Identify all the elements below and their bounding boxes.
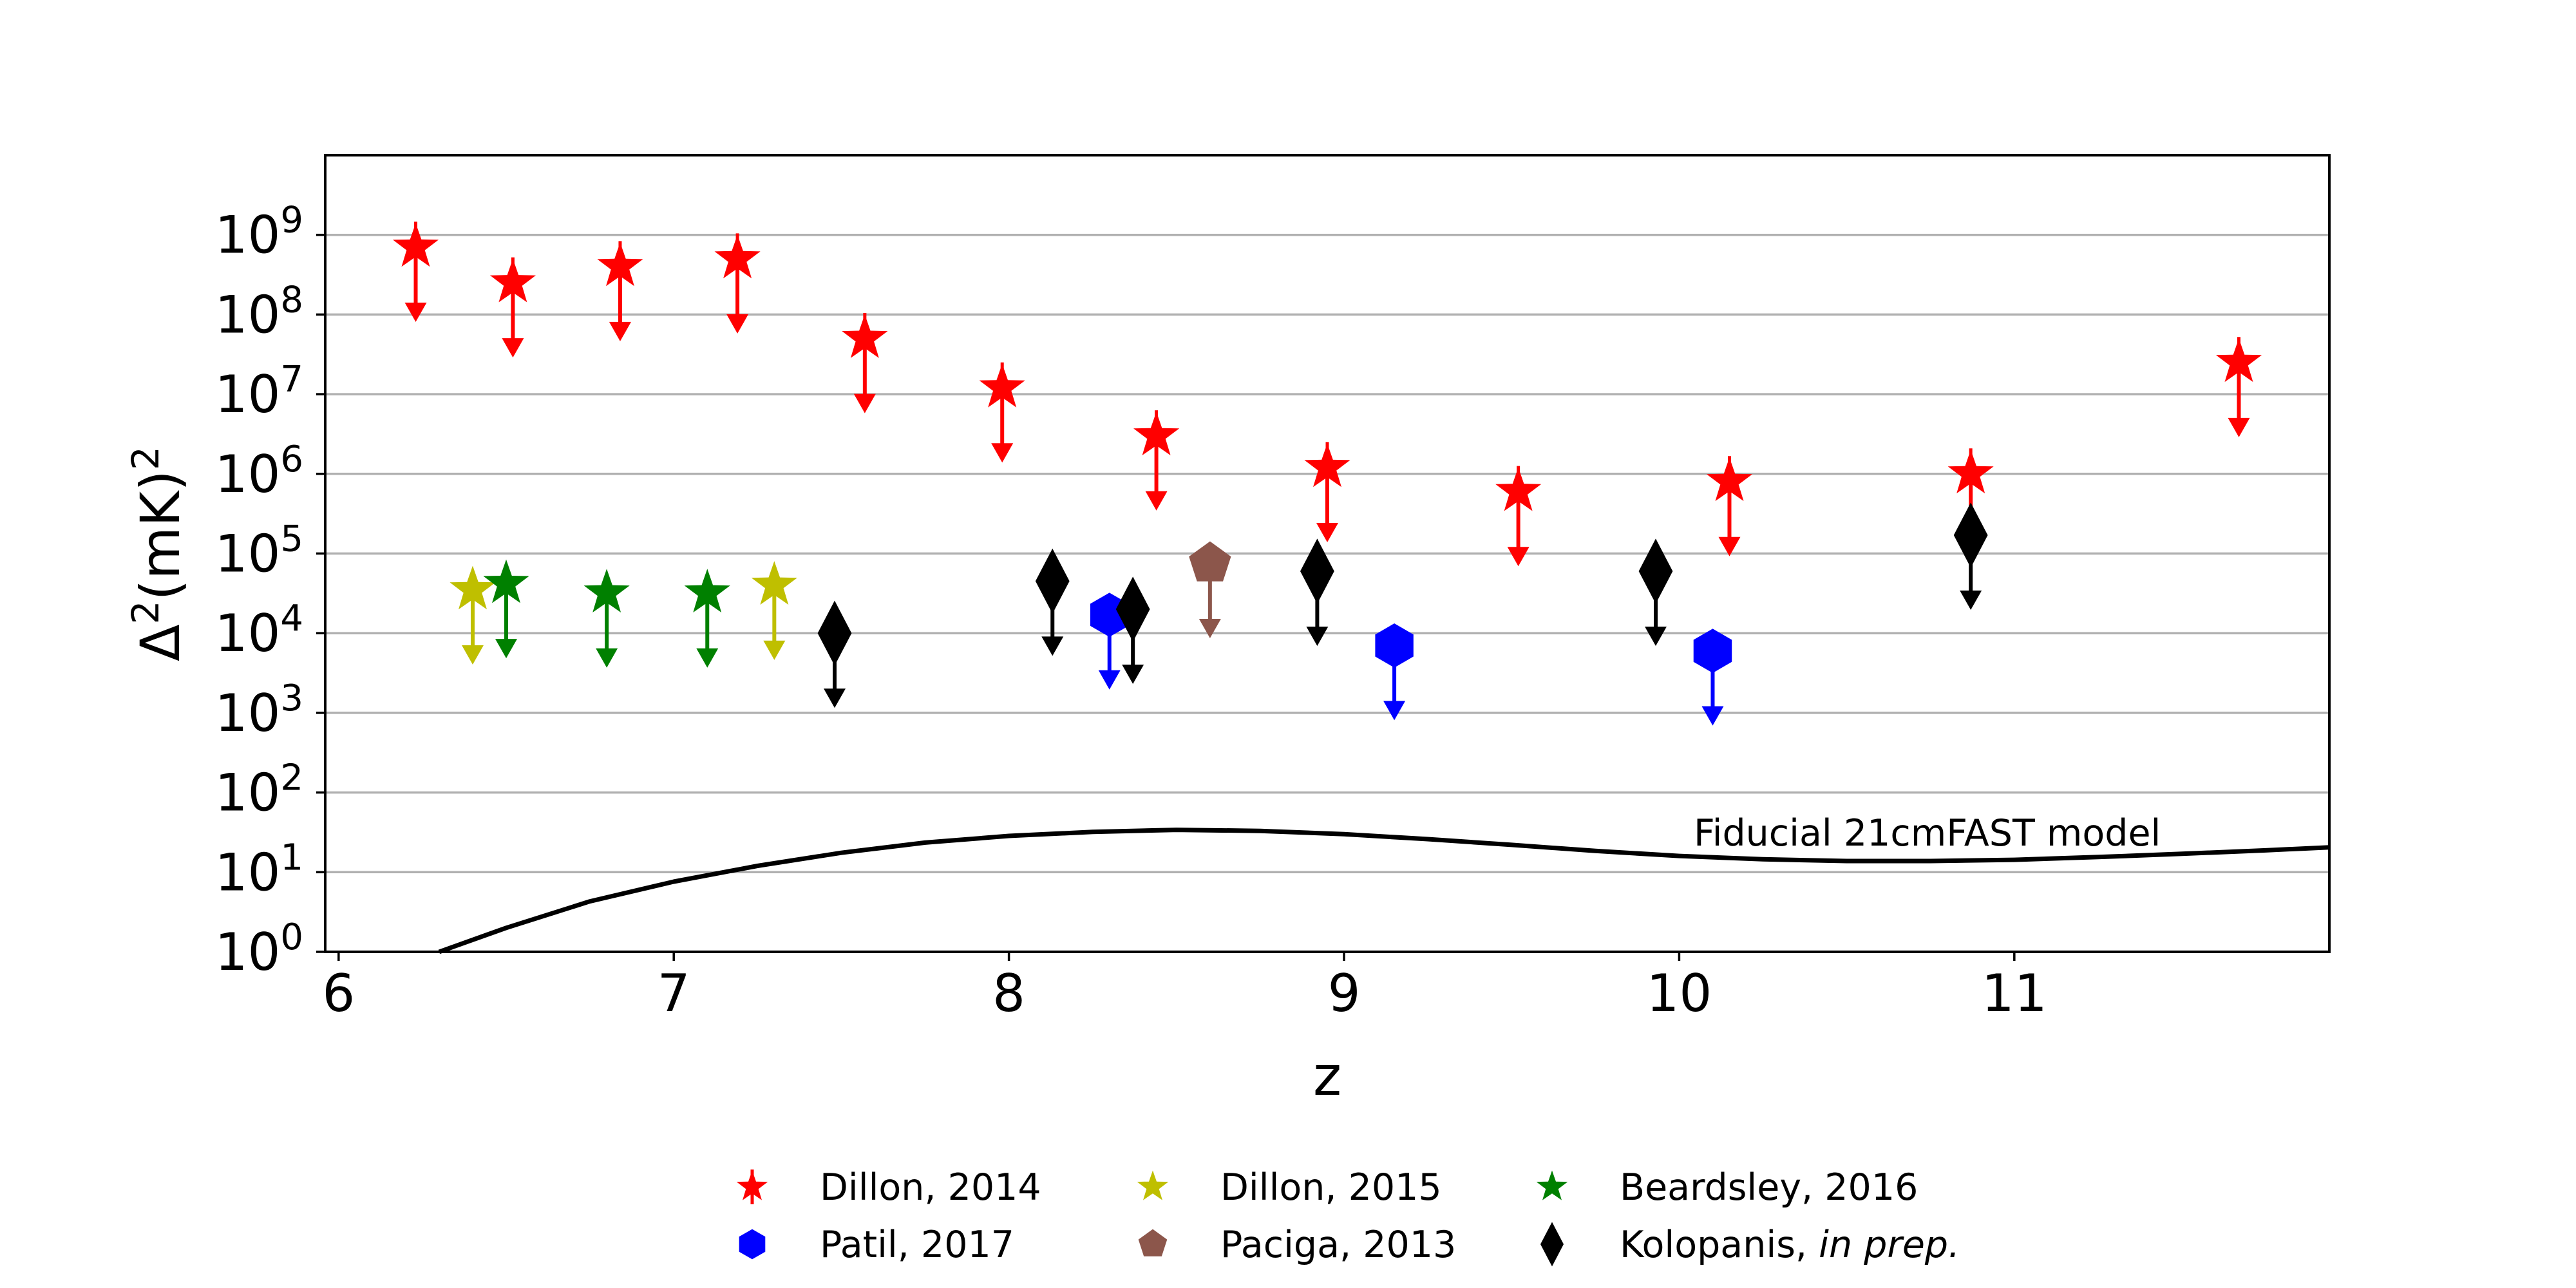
data-point	[1375, 623, 1414, 668]
data-point	[1953, 502, 1988, 568]
data-point	[751, 561, 797, 605]
legend-marker	[1137, 1170, 1169, 1200]
data-point	[1947, 450, 1994, 494]
data-point	[1035, 548, 1070, 614]
series	[1189, 541, 1231, 638]
x-tick-label: 11	[1982, 963, 2047, 1023]
arrow-head	[1644, 626, 1667, 646]
arrow-head	[696, 648, 719, 668]
y-axis-label: Δ2(mK)2	[124, 446, 192, 661]
arrow-head	[1701, 706, 1724, 726]
arrow-head	[1316, 523, 1338, 543]
arrow-head	[1507, 547, 1530, 567]
data-point	[1189, 541, 1231, 582]
data-point	[714, 234, 761, 279]
arrow-head	[461, 645, 484, 665]
legend-label: Paciga, 2013	[1220, 1224, 1456, 1266]
y-tick-label: 100	[215, 916, 303, 982]
series	[392, 222, 2262, 567]
legend-marker	[1138, 1229, 1168, 1256]
y-tick-label: 104	[215, 598, 303, 663]
arrow-head	[824, 688, 846, 708]
legend-marker	[739, 1229, 766, 1260]
arrow-head	[609, 321, 631, 341]
y-tick-label: 102	[215, 757, 303, 823]
data-point	[1304, 443, 1350, 488]
arrow-head	[1098, 670, 1121, 690]
data-point	[450, 565, 496, 610]
arrow-head	[726, 314, 749, 334]
x-tick-label: 6	[322, 963, 355, 1023]
arrow-head	[502, 338, 524, 358]
legend: Dillon, 2014 Dillon, 2015 Beardsley, 2016 P…	[736, 1166, 1960, 1267]
legend-label: Beardsley, 2016	[1620, 1166, 1918, 1209]
y-tick-label: 106	[215, 439, 303, 504]
legend-marker	[736, 1170, 768, 1200]
data-point	[684, 569, 730, 612]
legend-label: Kolopanis, in prep.	[1620, 1224, 1960, 1266]
data-point	[1706, 457, 1753, 501]
data-point	[842, 314, 888, 358]
arrow-head	[1122, 664, 1144, 684]
data-point	[489, 258, 536, 303]
legend-marker	[1536, 1170, 1568, 1200]
arrow-head	[596, 648, 618, 668]
data-point	[1638, 538, 1673, 604]
y-tick-label: 103	[215, 677, 303, 743]
legend-label: Dillon, 2014	[820, 1166, 1041, 1209]
model-curve	[438, 828, 2330, 954]
arrow-head	[1145, 491, 1168, 511]
arrow-head	[1383, 701, 1406, 721]
arrow-head	[1960, 590, 1982, 610]
y-tick-label: 105	[215, 518, 303, 584]
data-point	[597, 242, 643, 287]
data-point	[1693, 629, 1732, 673]
arrow-head	[495, 639, 518, 659]
x-axis-label: z	[1313, 1045, 1341, 1108]
x-tick-label: 8	[992, 963, 1025, 1023]
x-tick-label: 7	[658, 963, 690, 1023]
series	[1090, 592, 1732, 726]
data-point	[392, 223, 439, 267]
model-curve-label: Fiducial 21cmFAST model	[1694, 812, 2161, 855]
arrow-head	[404, 302, 427, 322]
x-tick-label: 9	[1328, 963, 1361, 1023]
series	[483, 559, 730, 668]
arrow-head	[763, 640, 786, 660]
axis-labels: z Δ2(mK)2	[124, 446, 1341, 1108]
arrow-head	[853, 393, 876, 413]
arrow-head	[1198, 618, 1221, 638]
x-tick-label: 10	[1647, 963, 1712, 1023]
axis-ticks: 100 101 102 103 104 105 106 107 108 109 6 7 8 9 10 11	[215, 200, 2047, 1023]
data-point	[817, 600, 852, 666]
data-markers	[392, 222, 2262, 726]
y-tick-label: 101	[215, 837, 303, 902]
model-curve-group: Fiducial 21cmFAST model	[438, 812, 2330, 954]
arrow-head	[1718, 536, 1741, 556]
data-point	[2215, 338, 2262, 383]
legend-label: Patil, 2017	[820, 1224, 1014, 1266]
data-point	[583, 569, 630, 612]
legend-label: Dillon, 2015	[1220, 1166, 1442, 1209]
legend-marker	[1540, 1222, 1564, 1267]
y-tick-label: 108	[215, 279, 303, 345]
arrow-head	[2228, 417, 2250, 437]
series	[817, 502, 1988, 708]
data-point	[1300, 538, 1334, 604]
data-point	[1115, 576, 1150, 642]
arrow-head	[1306, 626, 1329, 646]
data-point	[979, 363, 1025, 408]
y-tick-label: 107	[215, 359, 303, 424]
arrow-head	[991, 443, 1014, 463]
data-point	[483, 559, 529, 603]
y-tick-label: 109	[215, 200, 303, 265]
data-point	[1133, 412, 1180, 455]
series	[450, 561, 797, 665]
data-point	[1495, 467, 1542, 511]
arrow-head	[1041, 636, 1064, 656]
